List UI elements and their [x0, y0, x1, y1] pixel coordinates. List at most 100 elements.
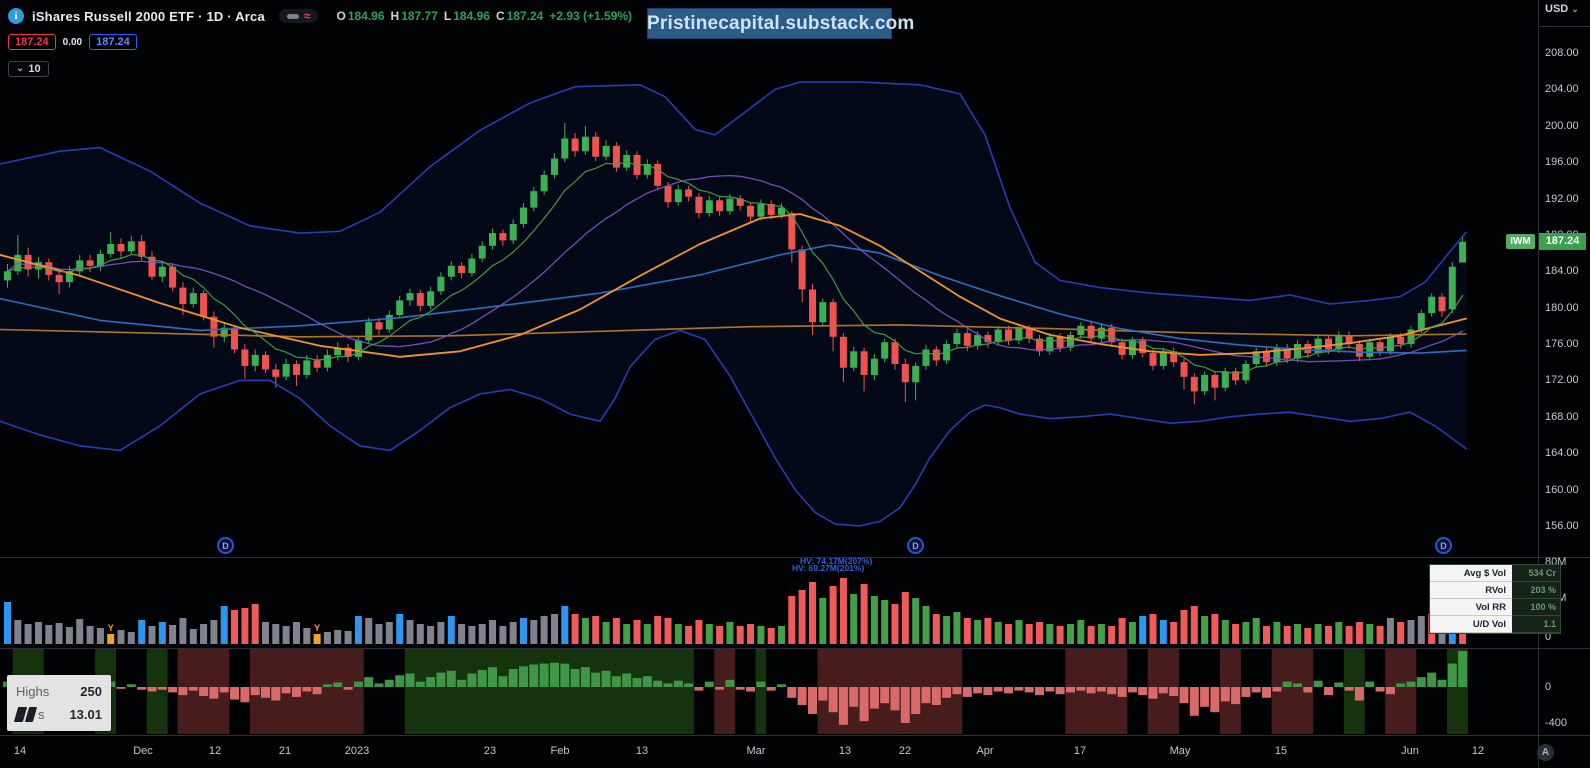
volume-bar	[251, 604, 259, 644]
hist-bar	[550, 662, 559, 687]
volume-bar	[1345, 626, 1353, 644]
regime-band-green	[146, 649, 168, 734]
candle-body	[778, 207, 785, 215]
hist-bar	[828, 687, 838, 713]
auto-scale-button[interactable]: A	[1537, 744, 1554, 761]
candle-body	[705, 200, 713, 213]
volume-bar	[282, 626, 290, 644]
dividend-marker[interactable]: D	[1435, 537, 1452, 554]
volume-bar	[96, 628, 104, 644]
candle-body	[819, 302, 827, 323]
candle-body	[654, 164, 662, 186]
hist-bar	[1055, 687, 1065, 695]
volume-bar	[623, 624, 631, 644]
high-volume-label: HV: 74.17M(207%)	[800, 556, 873, 566]
hist-bar	[1324, 687, 1333, 696]
wave-icon[interactable]: ≈	[303, 9, 311, 23]
candle-body	[612, 145, 620, 168]
volume-bar	[365, 618, 373, 644]
hist-bar	[1076, 687, 1086, 691]
volume-bar	[1159, 620, 1167, 644]
hist-bar	[560, 663, 570, 687]
hide-indicator-icon[interactable]	[286, 13, 299, 19]
volume-bar	[200, 624, 208, 644]
hist-bar	[343, 687, 353, 690]
volume-bar	[1325, 626, 1332, 644]
candle-body	[76, 260, 84, 272]
candle-body	[571, 138, 579, 152]
volume-bar	[1087, 626, 1095, 644]
candle-body	[1170, 351, 1178, 363]
hist-bar	[126, 684, 136, 687]
time-tick: 2023	[344, 745, 370, 757]
candle-body	[520, 207, 527, 224]
hist-bar	[333, 682, 343, 687]
volume-bar	[1025, 624, 1033, 644]
hist-bar	[849, 687, 859, 707]
volume-bar	[107, 634, 115, 644]
candle-body	[716, 200, 724, 212]
candle-body	[1438, 296, 1446, 312]
candle-body	[416, 293, 424, 306]
candle-body	[354, 340, 362, 357]
candle-body	[1211, 374, 1219, 388]
hist-bar	[498, 676, 508, 687]
candle-body	[1159, 351, 1167, 366]
volume-bar	[1170, 622, 1178, 644]
currency-selector[interactable]: USD ⌄	[1545, 3, 1579, 15]
volume-bar	[1139, 616, 1147, 644]
candle-body	[179, 287, 187, 304]
volume-stat-row: Avg $ Vol 534 Cr	[1430, 565, 1560, 582]
candle-body	[200, 293, 208, 317]
volume-bar	[953, 612, 961, 644]
symbol-title[interactable]: iShares Russell 2000 ETF · 1D · Arca	[32, 8, 265, 24]
volume-bar	[45, 625, 53, 644]
candle-body	[829, 302, 837, 337]
volume-bar	[220, 606, 228, 644]
hist-bar	[1396, 683, 1406, 687]
volume-bar	[685, 626, 693, 644]
hist-bar	[1004, 687, 1013, 694]
hist-bar	[230, 687, 239, 700]
lower-price-box[interactable]: 187.24	[89, 34, 137, 50]
volume-bar	[478, 624, 486, 644]
volume-bar	[458, 624, 466, 644]
candle-body	[210, 316, 218, 337]
legend-toggle-pill[interactable]: ≈	[278, 9, 319, 23]
dividend-marker[interactable]: D	[907, 537, 924, 554]
hist-bar	[1107, 687, 1117, 695]
candle-body	[1345, 334, 1353, 344]
regime-band-green	[1343, 649, 1365, 734]
candle-body	[1283, 347, 1291, 359]
info-icon[interactable]: i	[8, 8, 24, 24]
scale-tick: 0	[1545, 631, 1552, 643]
volume-bar	[1355, 622, 1363, 644]
volume-bar	[974, 620, 982, 644]
volume-stat-row: Vol RR 100 %	[1430, 599, 1560, 616]
candle-body	[922, 349, 930, 366]
dividend-marker[interactable]: D	[217, 537, 234, 554]
volume-bar	[148, 626, 156, 644]
volume-bar	[850, 594, 858, 644]
candle-body	[1459, 241, 1467, 263]
hist-bar	[601, 670, 611, 687]
change-value: +2.93 (+1.59%)	[549, 9, 633, 23]
hist-bar	[653, 680, 663, 687]
candle-body	[581, 136, 589, 152]
hist-bar	[209, 687, 219, 699]
price-tick: 176.00	[1545, 338, 1579, 351]
volume-bar	[643, 624, 651, 644]
upper-price-box[interactable]: 187.24	[8, 34, 56, 50]
volume-bar	[1128, 622, 1136, 644]
candle-body	[1232, 371, 1240, 381]
volume-bar	[561, 606, 569, 644]
highs-lows-row: Highs 250	[16, 680, 102, 703]
hist-bar	[1169, 687, 1179, 696]
hist-bar	[1334, 682, 1344, 687]
period-dropdown[interactable]: ⌄ 10	[8, 60, 49, 77]
time-axis[interactable]: 14 Dec 12 21 2023 23 Feb 13 Mar 13 22 Apr 17 May 15 Jun…	[0, 736, 1538, 768]
price-axis[interactable]: USD ⌄ 208.00204.00200.00196.00192.00188.…	[1539, 0, 1590, 735]
candle-body	[1242, 364, 1250, 381]
time-tick: 12	[208, 745, 222, 757]
